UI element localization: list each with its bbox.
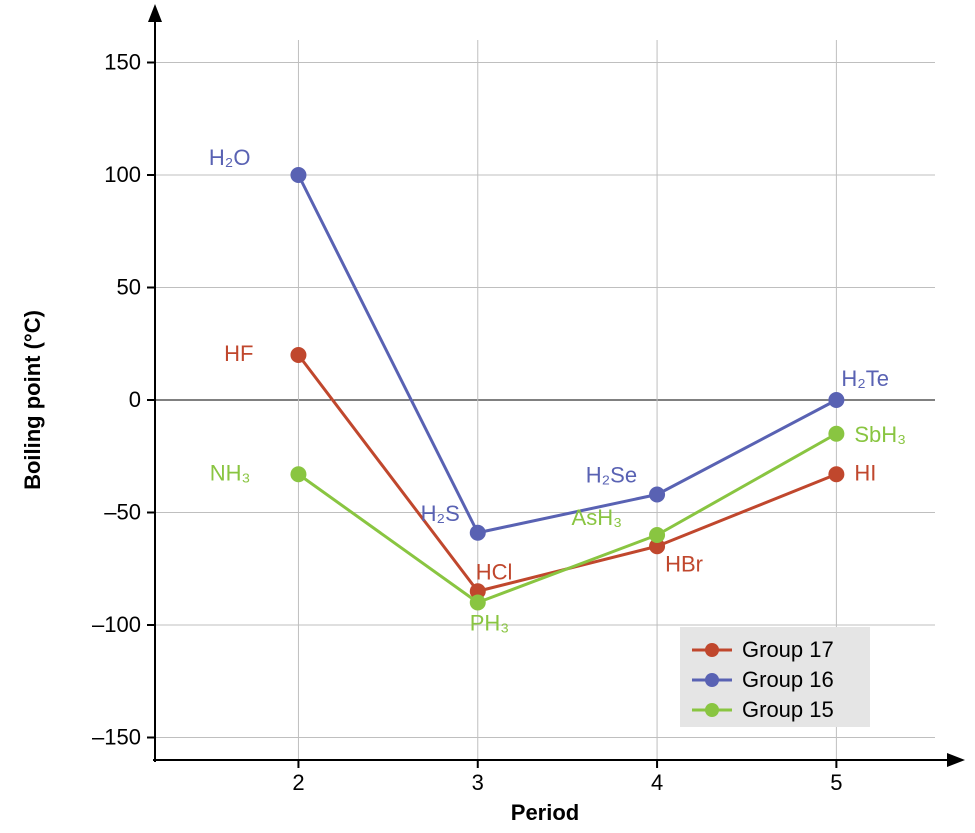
chart-container: –150 –100 –50 0 50 100 150 2 3 4 5 Boiling point (°…	[0, 0, 975, 833]
data-point-label: H₂Se	[586, 463, 637, 488]
legend: Group 17 Group 16 Group 15	[680, 627, 870, 727]
y-tick-label: –150	[92, 725, 141, 750]
series-0: HF HCl HBr HI	[224, 341, 876, 599]
x-tick-label: 4	[651, 770, 663, 795]
legend-item-label: Group 16	[742, 667, 834, 692]
data-point	[290, 347, 306, 363]
x-tick-label: 5	[830, 770, 842, 795]
x-axis-arrow	[947, 753, 965, 767]
data-point-label: H₂O	[209, 145, 251, 170]
data-point	[470, 595, 486, 611]
y-tick-label: 100	[104, 162, 141, 187]
x-axis-label: Period	[511, 800, 579, 825]
data-point-label: SbH₃	[854, 422, 906, 447]
data-point	[649, 487, 665, 503]
series-2: NH₃ PH₃ AsH₃ SbH₃	[210, 422, 906, 636]
y-tick-label: 150	[104, 50, 141, 75]
data-point	[828, 466, 844, 482]
data-point-label: HBr	[665, 551, 703, 576]
y-tick-label: –50	[104, 500, 141, 525]
data-point-label: H₂Te	[841, 366, 889, 391]
series-line	[298, 355, 836, 591]
y-tick-label: –100	[92, 612, 141, 637]
data-point-label: AsH₃	[572, 505, 623, 530]
y-axis-label: Boiling point (°C)	[20, 310, 45, 490]
legend-swatch-marker	[705, 703, 719, 717]
boiling-point-chart: –150 –100 –50 0 50 100 150 2 3 4 5 Boiling point (°…	[0, 0, 975, 833]
data-point	[470, 525, 486, 541]
y-tick-label: 0	[129, 387, 141, 412]
x-tick-label: 3	[472, 770, 484, 795]
legend-swatch-marker	[705, 643, 719, 657]
data-point	[828, 392, 844, 408]
legend-item-label: Group 15	[742, 697, 834, 722]
data-point	[290, 167, 306, 183]
data-point-label: HI	[854, 460, 876, 485]
data-point	[649, 527, 665, 543]
data-point	[828, 426, 844, 442]
data-point	[290, 466, 306, 482]
data-point-label: H₂S	[421, 501, 460, 526]
legend-swatch-marker	[705, 673, 719, 687]
y-axis-arrow	[148, 4, 162, 22]
x-tick-label: 2	[292, 770, 304, 795]
data-point-label: PH₃	[470, 611, 510, 636]
y-tick-label: 50	[117, 275, 141, 300]
data-point-label: NH₃	[210, 460, 251, 485]
data-point-label: HCl	[476, 559, 513, 584]
data-point-label: HF	[224, 341, 253, 366]
legend-item-label: Group 17	[742, 637, 834, 662]
